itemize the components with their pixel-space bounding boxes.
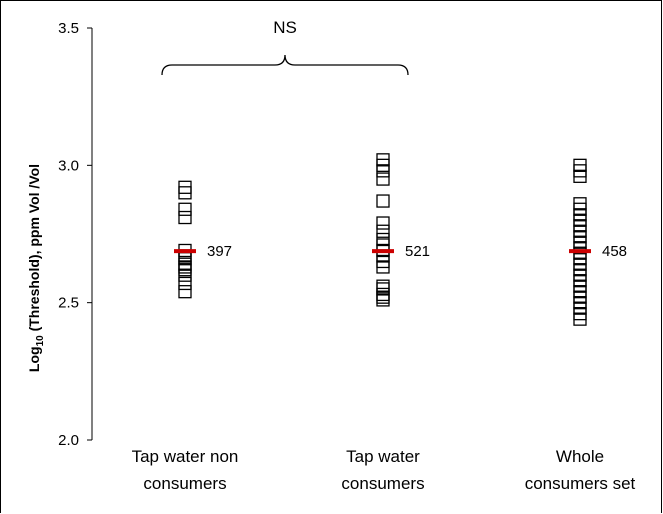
y-axis-label-rest: (Threshold), ppm Vol /Vol [26, 164, 42, 335]
category-label-line: consumers set [525, 474, 636, 493]
data-point [376, 290, 390, 304]
y-axis-label-main: Log [26, 346, 42, 372]
points-layer [178, 153, 587, 326]
data-point [178, 180, 192, 194]
category-label-line: Tap water [346, 447, 420, 466]
data-point [178, 202, 192, 216]
median-label: 521 [405, 243, 430, 260]
data-point [573, 197, 587, 211]
y-tick-label: 2.5 [58, 295, 79, 312]
data-point [376, 232, 390, 247]
median-label: 458 [602, 243, 627, 260]
y-tick-label: 3.0 [58, 157, 79, 174]
data-point [178, 276, 192, 291]
data-point [178, 260, 192, 274]
data-point [376, 279, 390, 293]
data-point [376, 153, 390, 167]
data-point [376, 216, 390, 230]
median-label: 397 [207, 243, 232, 260]
category-label-line: consumers [341, 474, 424, 493]
significance-label: NS [273, 18, 297, 37]
data-point [178, 210, 192, 225]
data-point [376, 172, 390, 186]
category-label-line: Whole [556, 447, 604, 466]
y-tick-label: 3.5 [58, 20, 79, 37]
y-axis-label: Log10 (Threshold), ppm Vol /Vol [26, 164, 46, 372]
category-label-line: consumers [143, 474, 226, 493]
y-tick-label: 2.0 [58, 432, 79, 449]
data-point [178, 285, 192, 299]
category-label: Tap water consumers [341, 447, 424, 493]
category-label: Whole consumers set [525, 447, 636, 493]
data-point [573, 158, 587, 172]
data-point [376, 194, 390, 208]
significance-brace [161, 54, 409, 76]
data-point [376, 224, 390, 238]
category-label: Tap water non consumers [132, 447, 239, 493]
y-axis-label-subscript: 10 [35, 335, 46, 347]
axis-layer [87, 27, 409, 441]
category-label-line: Tap water non [132, 447, 239, 466]
